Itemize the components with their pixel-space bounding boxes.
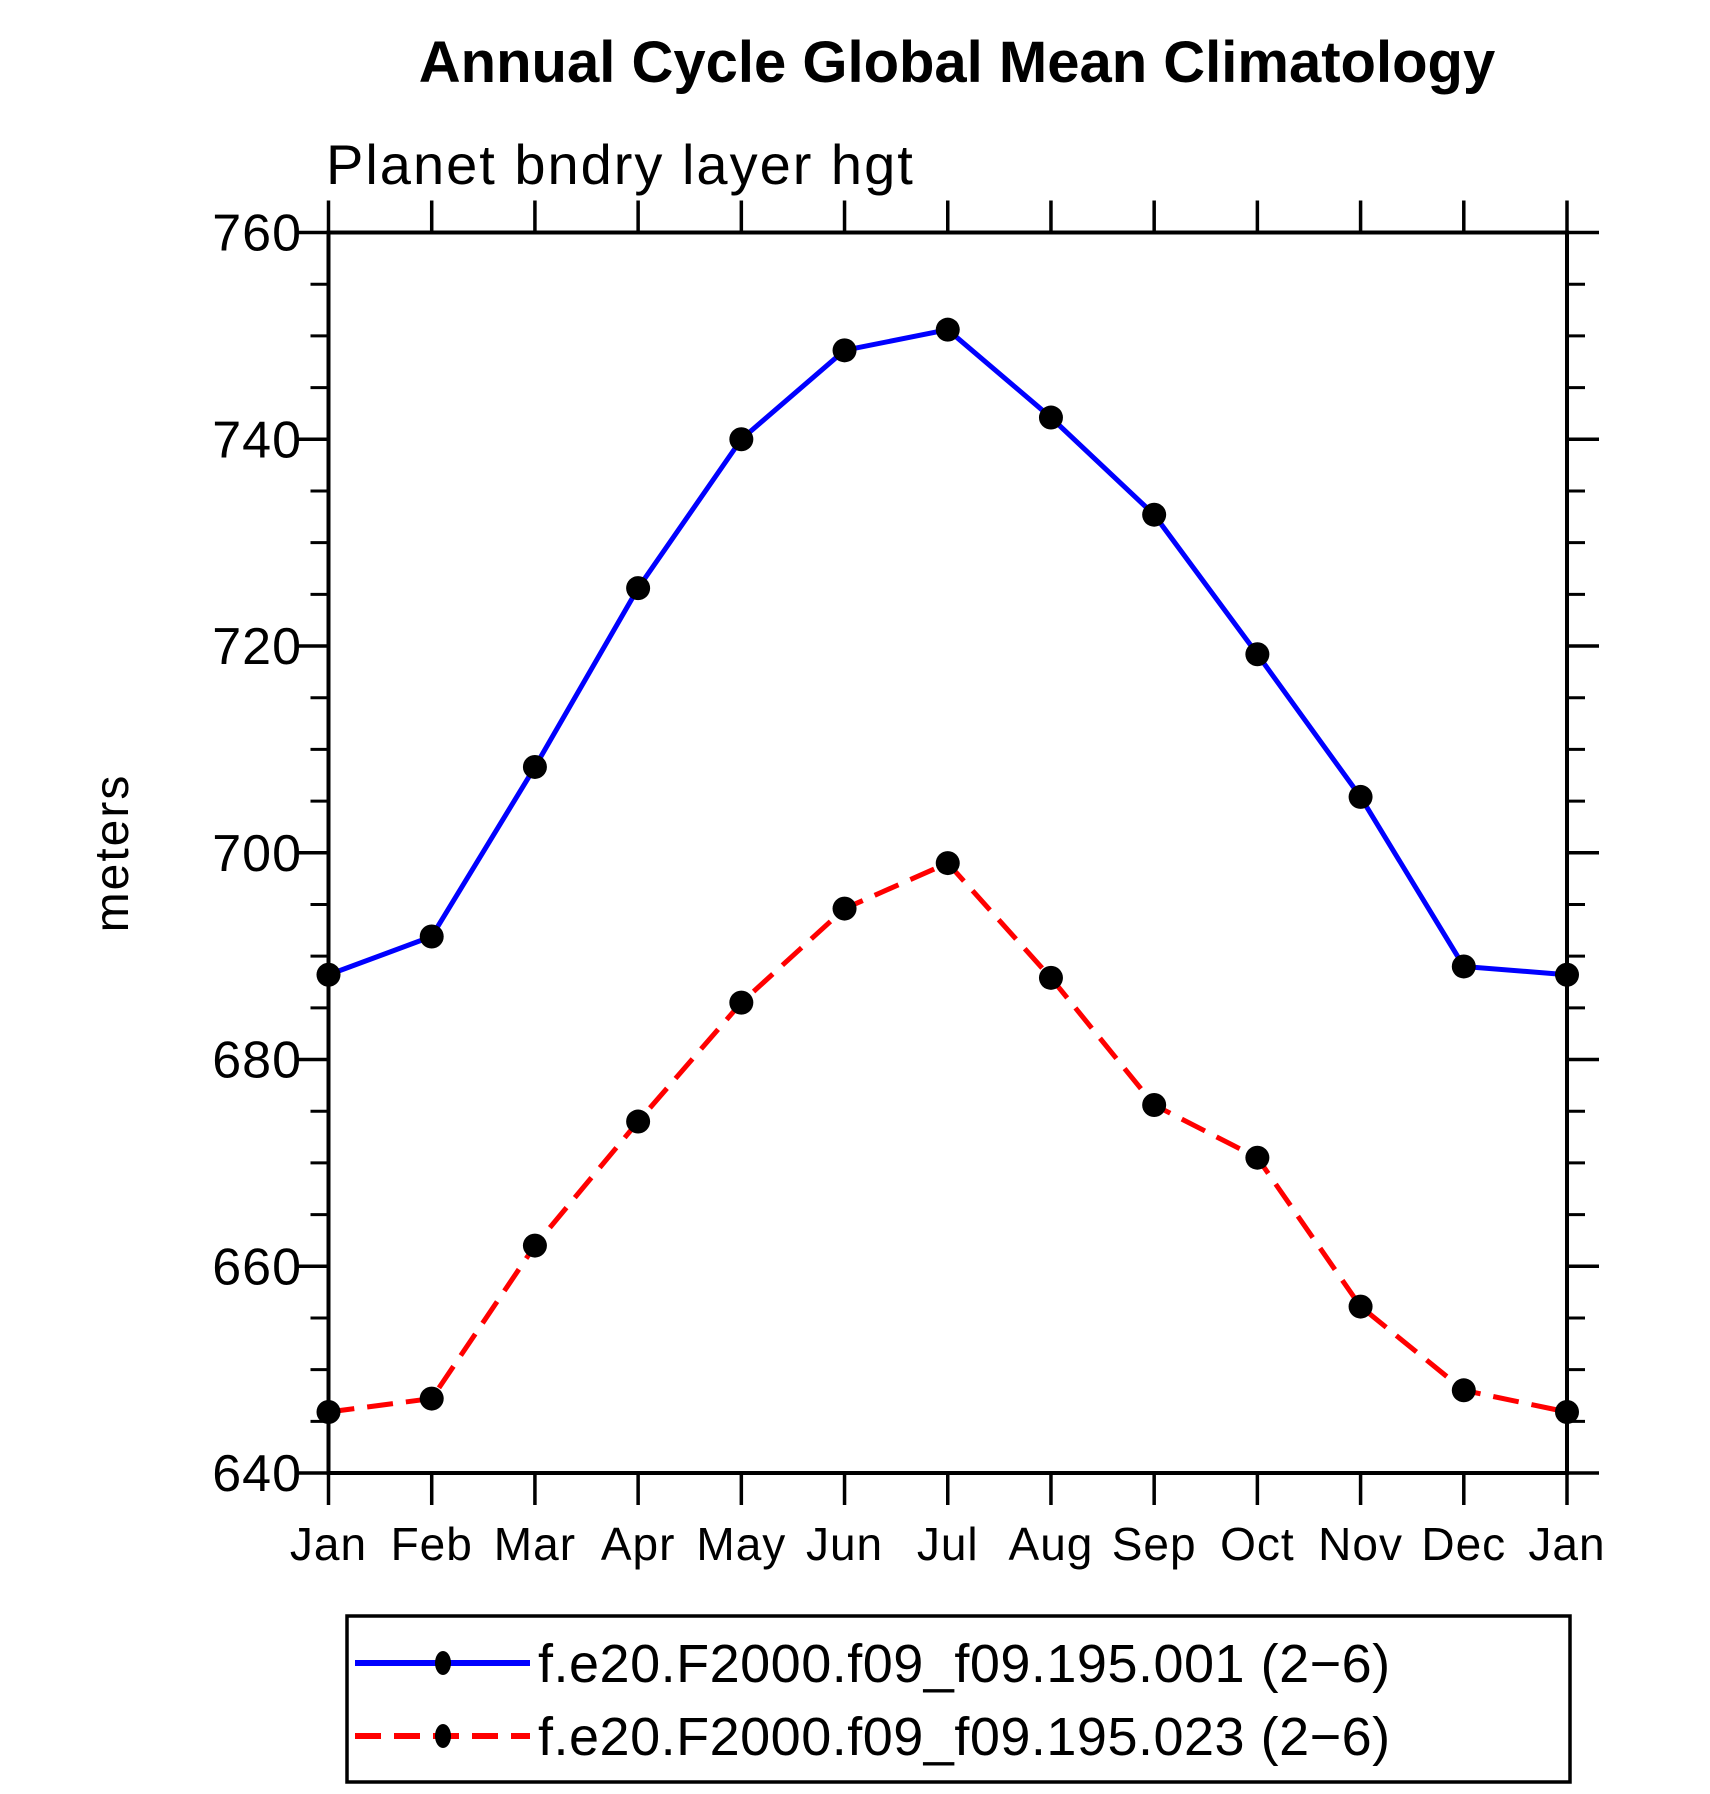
x-tick-label: Jan (1528, 1518, 1605, 1570)
data-point-marker (419, 1386, 444, 1411)
y-tick-label: 680 (212, 1032, 302, 1090)
y-axis-label: meters (86, 774, 139, 933)
y-tick-label: 760 (212, 205, 302, 263)
data-point-marker (522, 1233, 547, 1258)
legend-box (345, 1614, 1572, 1784)
y-tick-label: 700 (212, 825, 302, 883)
data-point-marker (522, 754, 547, 779)
plot-series (316, 317, 1579, 1425)
data-point-marker (626, 1109, 651, 1134)
data-point-marker (1555, 1400, 1579, 1425)
x-tick-label: Jul (917, 1518, 979, 1570)
data-point-marker (419, 924, 444, 949)
y-tick-label: 640 (212, 1445, 302, 1503)
data-point-marker (729, 427, 754, 452)
x-tick-label: Jan (290, 1518, 367, 1570)
data-point-marker (316, 962, 341, 987)
data-point-marker (832, 896, 857, 921)
y-tick-label: 740 (212, 411, 302, 469)
series-line-1 (327, 326, 1568, 978)
chart-subtitle: Planet bndry layer hgt (326, 133, 915, 196)
x-tick-label: Sep (1112, 1518, 1197, 1570)
data-point-marker (1142, 502, 1167, 527)
data-point-marker (935, 317, 960, 342)
x-tick-label: Mar (494, 1518, 576, 1570)
data-point-marker (729, 990, 754, 1015)
x-tick-label: Apr (601, 1518, 676, 1570)
series-line-2 (328, 860, 1568, 1415)
data-point-marker (1142, 1092, 1167, 1117)
data-point-marker (1038, 405, 1063, 430)
legend: f.e20.F2000.f09_f09.195.001 (2−6) f.e20.… (345, 1614, 1572, 1784)
x-tick-label: Feb (391, 1518, 473, 1570)
data-point-marker (935, 851, 960, 876)
legend-label-series2: f.e20.F2000.f09_f09.195.023 (2−6) (538, 1707, 1391, 1767)
x-tick-label: Aug (1009, 1518, 1094, 1570)
x-tick-label: May (696, 1518, 786, 1570)
data-point-marker (1348, 784, 1373, 809)
x-tick-label: Jun (806, 1518, 883, 1570)
legend-label-series1: f.e20.F2000.f09_f09.195.001 (2−6) (538, 1634, 1391, 1694)
legend-marker-series1 (435, 1651, 451, 1675)
x-tick-label: Oct (1220, 1518, 1295, 1570)
x-tick-label: Nov (1318, 1518, 1403, 1570)
x-tick-label: Dec (1421, 1518, 1506, 1570)
data-point-marker (1245, 642, 1270, 667)
y-tick-label: 660 (212, 1238, 302, 1296)
data-point-marker (1348, 1294, 1373, 1319)
data-point-marker (316, 1400, 341, 1425)
chart-title: Annual Cycle Global Mean Climatology (419, 30, 1495, 95)
data-point-marker (1451, 1378, 1476, 1403)
data-point-marker (1038, 965, 1063, 990)
data-point-marker (832, 338, 857, 363)
data-point-marker (626, 576, 651, 601)
data-point-marker (1451, 954, 1476, 979)
y-tick-label: 720 (212, 618, 302, 676)
plot-axes: Jan Feb Mar Apr May Jun Jul Aug Sep Oct Nov Dec Jan 6… (212, 200, 1605, 1570)
data-point-marker (1245, 1145, 1270, 1170)
data-point-marker (1555, 962, 1579, 987)
legend-marker-series2 (435, 1724, 451, 1748)
